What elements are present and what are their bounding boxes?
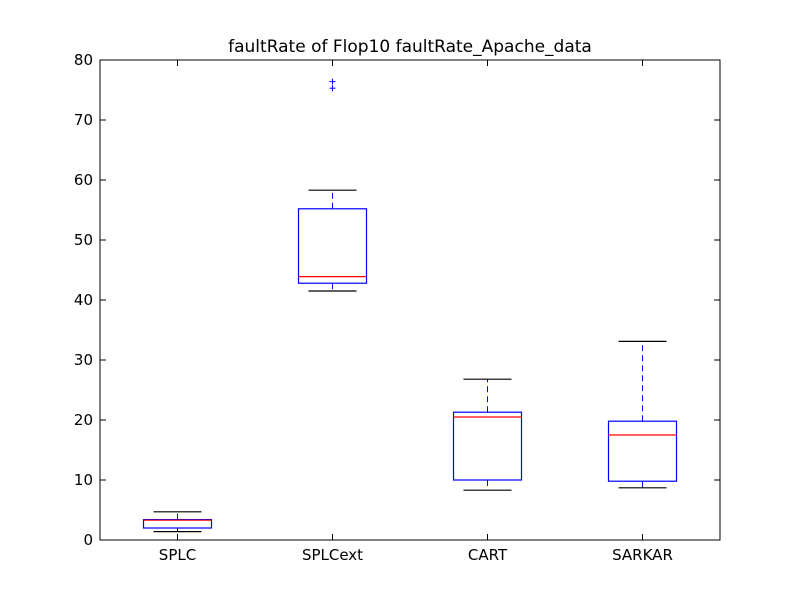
x-tick-label-splc: SPLC <box>159 546 196 564</box>
y-tick-label: 0 <box>83 531 93 549</box>
x-tick-label-sarkar: SARKAR <box>612 546 673 564</box>
axes-frame <box>99 59 721 541</box>
y-tick-label: 60 <box>74 171 93 189</box>
plot-area <box>142 78 678 533</box>
outlier-point <box>329 85 336 92</box>
y-tick-label: 80 <box>74 51 93 69</box>
y-tick-label: 20 <box>74 411 93 429</box>
box-cart <box>452 378 523 491</box>
iqr-box <box>297 208 368 284</box>
y-tick-label: 10 <box>74 471 93 489</box>
y-tick-label: 50 <box>74 231 93 249</box>
x-axis: SPLC SPLCext CART SARKAR <box>159 60 673 564</box>
box-splc <box>142 511 213 533</box>
y-axis: 0 10 20 30 40 50 60 70 80 <box>74 51 720 549</box>
y-tick-label: 30 <box>74 351 93 369</box>
outlier-point <box>329 78 336 85</box>
box-sarkar <box>607 340 678 489</box>
iqr-box <box>142 518 213 529</box>
x-tick-label-splcext: SPLCext <box>302 546 363 564</box>
y-tick-label: 40 <box>74 291 93 309</box>
chart-title: faultRate of Flop10 faultRate_Apache_dat… <box>228 37 592 57</box>
box-splcext <box>297 78 368 292</box>
y-tick-label: 70 <box>74 111 93 129</box>
iqr-box <box>607 420 678 482</box>
iqr-box <box>452 411 523 481</box>
x-tick-label-cart: CART <box>468 546 508 564</box>
